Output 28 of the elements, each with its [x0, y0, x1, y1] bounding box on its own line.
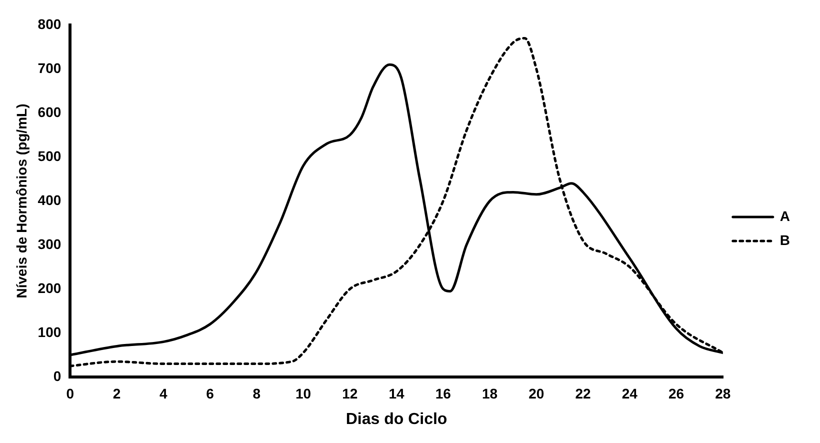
- y-tick-label: 200: [38, 280, 62, 296]
- x-tick-label: 22: [575, 385, 592, 402]
- legend-label: B: [780, 232, 790, 248]
- x-tick-label: 8: [252, 385, 261, 402]
- y-axis-title: Níveis de Hormônios (pg/mL): [13, 104, 30, 298]
- x-axis-title: Dias do Ciclo: [346, 410, 448, 428]
- x-tick-label: 0: [66, 385, 74, 402]
- x-tick-label: 14: [388, 385, 405, 402]
- x-tick-label: 16: [435, 385, 452, 402]
- x-tick-label: 26: [668, 385, 684, 402]
- x-tick-label: 18: [482, 385, 498, 402]
- x-tick-label: 24: [622, 385, 638, 402]
- y-tick-label: 700: [38, 60, 62, 76]
- y-tick-label: 500: [38, 148, 62, 164]
- x-tick-label: 6: [206, 385, 214, 402]
- legend-label: A: [780, 208, 790, 224]
- y-tick-label: 100: [38, 324, 62, 340]
- y-tick-label: 300: [38, 236, 62, 252]
- y-tick-label: 800: [38, 16, 62, 32]
- y-tick-label: 0: [53, 368, 62, 384]
- x-tick-label: 28: [715, 385, 731, 402]
- x-tick-label: 2: [112, 385, 121, 402]
- x-tick-label: 4: [160, 385, 168, 402]
- y-tick-label: 600: [38, 104, 62, 120]
- y-tick-label: 400: [38, 192, 62, 208]
- x-tick-label: 20: [528, 385, 544, 402]
- x-tick-label: 12: [342, 385, 358, 402]
- x-tick-label: 10: [295, 385, 312, 402]
